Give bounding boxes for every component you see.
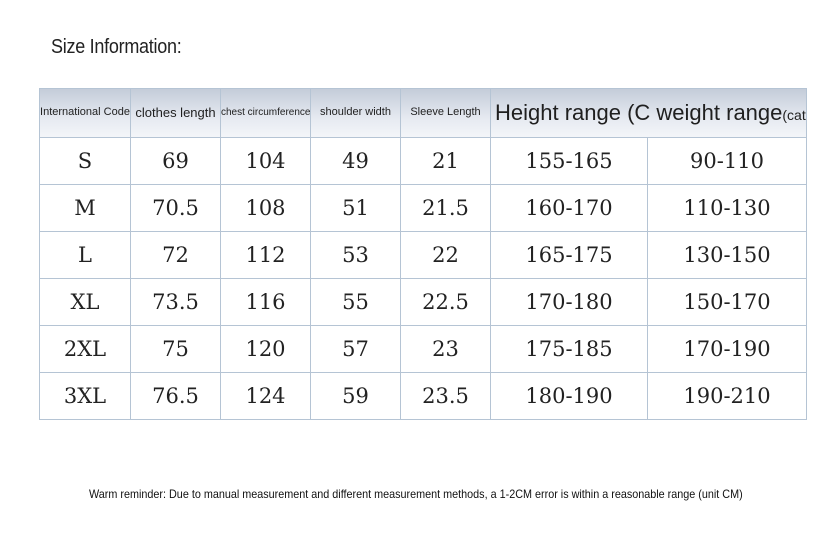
cell-shoulder: 51 xyxy=(310,184,401,232)
table-header-row: International Code clothes length chest … xyxy=(39,88,807,138)
cell-length: 75 xyxy=(130,325,221,373)
cell-sleeve: 22 xyxy=(400,231,491,279)
cell-sleeve: 22.5 xyxy=(400,278,491,326)
cell-sleeve: 21.5 xyxy=(400,184,491,232)
header-clothes-length: clothes length xyxy=(130,88,221,138)
cell-chest: 124 xyxy=(220,372,311,420)
cell-height: 155-165 xyxy=(490,137,648,185)
cell-weight: 110-130 xyxy=(647,184,807,232)
cell-height: 160-170 xyxy=(490,184,648,232)
cell-chest: 108 xyxy=(220,184,311,232)
header-shoulder-width: shoulder width xyxy=(310,88,401,138)
cell-code: 3XL xyxy=(39,372,131,420)
header-height-weight-label: Height range (C weight range xyxy=(495,99,783,125)
cell-chest: 120 xyxy=(220,325,311,373)
cell-length: 73.5 xyxy=(130,278,221,326)
cell-chest: 104 xyxy=(220,137,311,185)
cell-height: 175-185 xyxy=(490,325,648,373)
cell-code: S xyxy=(39,137,131,185)
cell-shoulder: 57 xyxy=(310,325,401,373)
cell-shoulder: 55 xyxy=(310,278,401,326)
table-row: M 70.5 108 51 21.5 160-170 110-130 xyxy=(39,184,807,232)
table-row: L 72 112 53 22 165-175 130-150 xyxy=(39,231,807,279)
table-row: 2XL 75 120 57 23 175-185 170-190 xyxy=(39,325,807,373)
table-row: S 69 104 49 21 155-165 90-110 xyxy=(39,137,807,185)
page-title: Size Information: xyxy=(51,36,182,58)
cell-height: 170-180 xyxy=(490,278,648,326)
cell-chest: 112 xyxy=(220,231,311,279)
header-sleeve-length: Sleeve Length xyxy=(400,88,491,138)
cell-shoulder: 53 xyxy=(310,231,401,279)
cell-code: XL xyxy=(39,278,131,326)
header-international-code: International Code xyxy=(39,88,131,138)
header-height-weight-range: Height range (C weight range(catty) xyxy=(490,88,807,138)
cell-code: L xyxy=(39,231,131,279)
cell-length: 70.5 xyxy=(130,184,221,232)
cell-length: 72 xyxy=(130,231,221,279)
table-row: 3XL 76.5 124 59 23.5 180-190 190-210 xyxy=(39,372,807,420)
cell-height: 165-175 xyxy=(490,231,648,279)
cell-weight: 170-190 xyxy=(647,325,807,373)
cell-sleeve: 23 xyxy=(400,325,491,373)
cell-shoulder: 49 xyxy=(310,137,401,185)
header-chest-circumference: chest circumference xyxy=(220,88,311,138)
cell-chest: 116 xyxy=(220,278,311,326)
cell-code: 2XL xyxy=(39,325,131,373)
cell-length: 76.5 xyxy=(130,372,221,420)
cell-weight: 130-150 xyxy=(647,231,807,279)
cell-sleeve: 23.5 xyxy=(400,372,491,420)
table-row: XL 73.5 116 55 22.5 170-180 150-170 xyxy=(39,278,807,326)
cell-length: 69 xyxy=(130,137,221,185)
cell-weight: 150-170 xyxy=(647,278,807,326)
cell-height: 180-190 xyxy=(490,372,648,420)
cell-weight: 90-110 xyxy=(647,137,807,185)
cell-weight: 190-210 xyxy=(647,372,807,420)
size-table: International Code clothes length chest … xyxy=(39,88,807,420)
cell-shoulder: 59 xyxy=(310,372,401,420)
header-catty-unit: (catty) xyxy=(782,106,806,123)
warm-reminder-note: Warm reminder: Due to manual measurement… xyxy=(89,487,743,501)
cell-code: M xyxy=(39,184,131,232)
cell-sleeve: 21 xyxy=(400,137,491,185)
